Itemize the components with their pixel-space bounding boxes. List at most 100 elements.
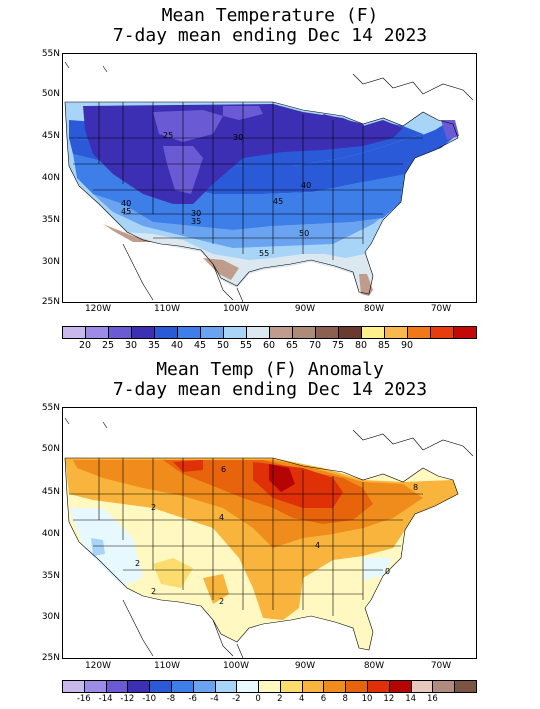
- panel1-ytick: 45N: [41, 131, 60, 141]
- colorbar-label: -4: [210, 694, 219, 704]
- colorbar-swatch: [384, 326, 408, 339]
- colorbar-swatch: [127, 680, 151, 693]
- contour-label: 40: [301, 181, 311, 190]
- contour-label: 2: [151, 503, 156, 512]
- colorbar-label: 75: [331, 340, 345, 351]
- colorbar-label: 85: [377, 340, 391, 351]
- contour-label: 6: [221, 465, 226, 474]
- contour-label: 25: [163, 131, 173, 140]
- colorbar-swatch: [177, 326, 201, 339]
- colorbar-swatch: [83, 680, 107, 693]
- panel2-ytick: 55N: [41, 403, 60, 413]
- colorbar-swatch: [170, 680, 194, 693]
- colorbar-swatch: [149, 680, 172, 693]
- colorbar-swatch: [200, 326, 224, 339]
- colorbar-label: 80: [354, 340, 368, 351]
- panel1-xtick: 80W: [363, 304, 385, 314]
- colorbar-swatch: [62, 680, 85, 693]
- colorbar-label: 20: [78, 340, 92, 351]
- colorbar-swatch: [453, 326, 477, 339]
- colorbar-label: 65: [285, 340, 299, 351]
- colorbar-swatch: [214, 680, 238, 693]
- colorbar-swatch: [410, 680, 434, 693]
- panel2-xtick: 100W: [222, 661, 250, 671]
- colorbar-label: 40: [170, 340, 184, 351]
- colorbar-swatch: [388, 680, 412, 693]
- contour-label: 40: [121, 199, 131, 208]
- colorbar-swatch: [315, 326, 339, 339]
- panel1-xtick: 110W: [153, 304, 181, 314]
- panel2-ytick: 35N: [41, 571, 60, 581]
- contour-label: 2: [135, 559, 140, 568]
- temperature-colorbar-labels: 20 25 30 35 40 45 50 55 60 65 70 75 80 85 90: [0, 340, 540, 354]
- contour-label: 55: [259, 249, 269, 258]
- colorbar-swatch: [279, 680, 303, 693]
- panel1-ytick: 25N: [41, 297, 60, 307]
- colorbar-label: 35: [147, 340, 161, 351]
- panel1-xtick: 100W: [222, 304, 250, 314]
- colorbar-swatch: [407, 326, 431, 339]
- colorbar-label: 8: [342, 694, 348, 704]
- anomaly-colorbar: [62, 680, 477, 693]
- colorbar-swatch: [85, 326, 109, 339]
- panel1-ytick: 55N: [41, 49, 60, 59]
- panel2-ytick: 30N: [41, 612, 60, 622]
- colorbar-label: 2: [277, 694, 283, 704]
- colorbar-swatch: [323, 680, 347, 693]
- colorbar-swatch: [430, 326, 454, 339]
- colorbar-swatch: [131, 326, 155, 339]
- panel2-xtick: 70W: [430, 661, 452, 671]
- colorbar-label: 6: [320, 694, 327, 704]
- colorbar-swatch: [246, 326, 270, 339]
- contour-label: 30: [191, 209, 201, 218]
- contour-label: 2: [219, 597, 224, 606]
- panel2-ytick: 45N: [41, 487, 60, 497]
- colorbar-swatch: [345, 680, 369, 693]
- colorbar-swatch: [367, 680, 390, 693]
- colorbar-label: -16: [76, 694, 91, 704]
- panel2-title-line1: Mean Temp (F) Anomaly: [156, 359, 384, 380]
- colorbar-label: 14: [405, 694, 417, 704]
- temperature-colorbar: [62, 326, 477, 339]
- contour-label: 50: [299, 229, 309, 238]
- colorbar-swatch: [192, 680, 216, 693]
- colorbar-label: 60: [262, 340, 276, 351]
- colorbar-swatch: [454, 680, 477, 693]
- colorbar-swatch: [236, 680, 260, 693]
- colorbar-swatch: [108, 326, 132, 339]
- colorbar-label: -10: [142, 694, 157, 704]
- contour-label: 0: [385, 567, 390, 576]
- colorbar-label: 0: [255, 694, 261, 704]
- anomaly-colorbar-labels: -16 -14 -12 -10 -8 -6 -4 -2 0 2 4 6 8 10 12 14 16: [0, 694, 540, 708]
- panel2-ytick: 25N: [41, 653, 60, 663]
- colorbar-label: 12: [383, 694, 395, 704]
- panel1-ytick: 30N: [41, 257, 60, 267]
- colorbar-label: 10: [361, 694, 373, 704]
- panel2-ytick: 50N: [41, 444, 60, 454]
- panel1-ytick: 50N: [41, 89, 60, 99]
- panel1-title-line2: 7-day mean ending Dec 14 2023: [112, 25, 428, 46]
- colorbar-label: -8: [166, 694, 176, 704]
- colorbar-label: -6: [188, 694, 197, 704]
- colorbar-swatch: [301, 680, 325, 693]
- panel2-xtick: 90W: [294, 661, 316, 671]
- colorbar-swatch: [154, 326, 178, 339]
- panel2-xtick: 120W: [84, 661, 112, 671]
- temperature-map: 25 30 40 45 40 45 30 35 50 55: [62, 53, 477, 303]
- colorbar-label: 70: [308, 340, 322, 351]
- colorbar-label: 16: [426, 694, 438, 704]
- contour-label: 2: [151, 587, 156, 596]
- contour-label: 8: [413, 483, 418, 492]
- colorbar-label: -14: [98, 694, 113, 704]
- colorbar-label: 25: [101, 340, 115, 351]
- colorbar-swatch: [62, 326, 86, 339]
- contour-label: 4: [219, 513, 224, 522]
- colorbar-label: 45: [193, 340, 207, 351]
- panel1-xtick: 70W: [430, 304, 452, 314]
- colorbar-label: -2: [232, 694, 241, 704]
- colorbar-swatch: [292, 326, 316, 339]
- panel1-ytick: 40N: [41, 173, 60, 183]
- anomaly-map: 2 4 6 2 4 2 2 0 8: [62, 407, 477, 659]
- panel1-ytick: 35N: [41, 215, 60, 225]
- contour-label: 4: [315, 541, 320, 550]
